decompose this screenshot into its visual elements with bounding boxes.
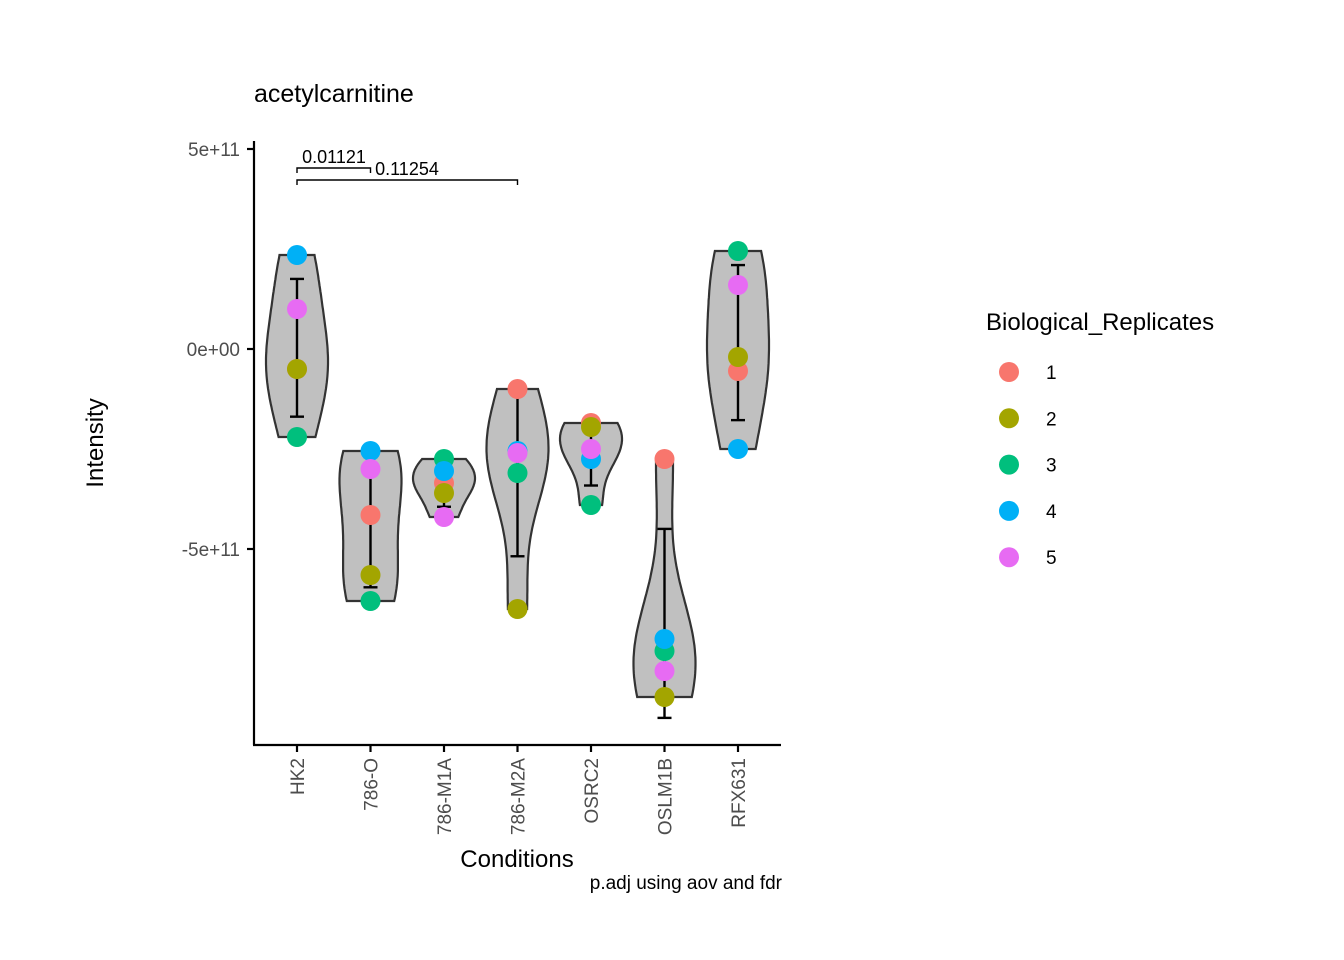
- legend-label: 4: [1046, 502, 1057, 523]
- point-RFX631-rep3: [728, 241, 748, 261]
- point-RFX631-rep4: [728, 439, 748, 459]
- legend-item-2: 2: [999, 408, 1057, 430]
- x-tick-label: 786-M2A: [509, 758, 530, 835]
- legend-label: 1: [1046, 363, 1057, 384]
- point-786-M2A-rep5: [507, 443, 528, 463]
- point-786-O-rep1: [360, 505, 381, 525]
- point-RFX631-rep2: [728, 347, 748, 367]
- legend-label: 3: [1046, 456, 1057, 477]
- y-tick-label: -5e+11: [182, 540, 240, 561]
- point-RFX631-rep5: [728, 275, 748, 295]
- point-OSLM1B-rep5: [654, 661, 675, 681]
- errorbar-OSLM1B: [657, 527, 672, 720]
- point-HK2-rep2: [287, 359, 307, 379]
- point-786-M1A-rep5: [434, 507, 454, 527]
- y-tick-label: 0e+00: [187, 340, 240, 361]
- chart-title: acetylcarnitine: [254, 80, 414, 108]
- p-value-label: 0.11254: [375, 159, 439, 179]
- x-tick-label: OSLM1B: [656, 758, 677, 835]
- legend: Biological_Replicates 1 2 3 4 5: [986, 309, 1214, 569]
- y-axis-ticks: 5e+11 0e+00 -5e+11: [182, 140, 254, 561]
- legend-key: [999, 408, 1019, 429]
- legend-item-3: 3: [999, 454, 1057, 477]
- point-786-M2A-rep2: [507, 599, 528, 619]
- bracket-HK2-786-O: 0.01121: [296, 147, 372, 173]
- point-786-O-rep5: [360, 459, 381, 479]
- point-HK2-rep5: [287, 299, 307, 319]
- point-HK2-rep3: [287, 427, 307, 447]
- bracket-HK2-786-M2A: 0.11254: [296, 159, 519, 185]
- legend-key: [999, 454, 1019, 475]
- legend-key: [999, 547, 1019, 568]
- point-786-O-rep2: [360, 565, 381, 585]
- point-786-M2A-rep1: [507, 379, 528, 399]
- legend-title: Biological_Replicates: [986, 309, 1214, 336]
- x-tick-label: OSRC2: [582, 758, 603, 823]
- y-axis-label: Intensity: [82, 398, 109, 487]
- x-tick-label: RFX631: [729, 758, 750, 828]
- x-tick-label: HK2: [288, 758, 309, 795]
- point-786-M2A-rep3: [507, 463, 528, 483]
- legend-label: 2: [1046, 409, 1057, 430]
- legend-key: [999, 500, 1019, 521]
- point-HK2-rep4: [287, 245, 307, 265]
- point-OSLM1B-rep2: [654, 687, 675, 707]
- point-layer: [287, 241, 748, 707]
- legend-key: [999, 362, 1019, 382]
- x-tick-label: 786-M1A: [435, 758, 456, 835]
- legend-label: 5: [1046, 548, 1057, 569]
- point-786-M1A-rep2: [434, 483, 454, 503]
- x-axis-label: Conditions: [460, 846, 573, 873]
- significance-brackets: 0.01121 0.11254: [296, 147, 519, 185]
- y-tick-label: 5e+11: [188, 140, 240, 161]
- point-OSLM1B-rep4: [654, 629, 675, 649]
- legend-item-5: 5: [999, 547, 1057, 569]
- point-OSRC2-rep3: [581, 495, 601, 515]
- x-tick-label: 786-O: [362, 758, 383, 811]
- point-OSRC2-rep2: [581, 417, 601, 437]
- caption: p.adj using aov and fdr: [590, 873, 783, 894]
- point-786-M1A-rep4: [434, 461, 454, 481]
- legend-item-1: 1: [999, 362, 1057, 384]
- legend-item-4: 4: [999, 500, 1057, 523]
- point-OSLM1B-rep1: [654, 449, 675, 469]
- point-786-O-rep3: [360, 591, 381, 611]
- x-axis-ticks: HK2 786-O 786-M1A 786-M2A OSRC2 OSLM1B RFX631: [288, 745, 750, 835]
- point-786-O-rep4: [360, 441, 381, 461]
- point-OSRC2-rep5: [581, 439, 601, 459]
- point-RFX631-rep1: [728, 361, 748, 381]
- p-value-label: 0.01121: [302, 147, 366, 167]
